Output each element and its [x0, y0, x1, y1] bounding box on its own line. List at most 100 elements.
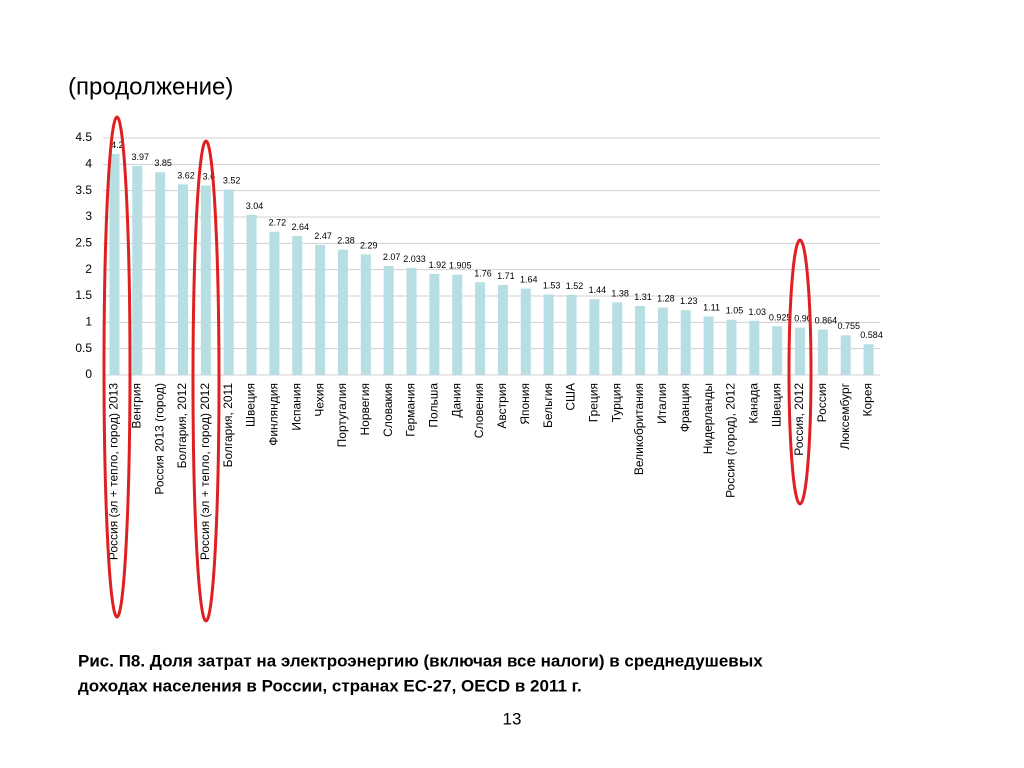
x-tick-label: Турция: [609, 383, 623, 422]
bar: [200, 185, 211, 375]
value-label: 2.47: [314, 231, 332, 241]
value-label: 2.72: [269, 218, 287, 228]
y-tick-label: 1.5: [75, 288, 92, 302]
y-tick-label: 2.5: [75, 236, 92, 250]
value-label: 0.864: [815, 315, 838, 325]
value-label: 1.03: [749, 307, 767, 317]
x-tick-label: Норвегия: [358, 383, 372, 436]
value-label: 0.90: [794, 314, 812, 324]
x-tick-label: Дания: [449, 383, 463, 418]
bar: [543, 294, 554, 375]
x-tick-label: Италия: [655, 383, 669, 424]
value-label: 2.64: [291, 222, 309, 232]
x-tick-label: Россия (город), 2012: [724, 383, 738, 498]
x-tick-label: Финляндия: [267, 383, 281, 446]
x-tick-label: Корея: [861, 383, 875, 417]
value-label: 1.53: [543, 280, 561, 290]
bar: [475, 282, 486, 375]
y-tick-label: 0.5: [75, 341, 92, 355]
y-tick-label: 0: [85, 367, 92, 381]
bar: [223, 189, 234, 375]
bar: [269, 231, 280, 375]
value-label: 2.033: [403, 254, 426, 264]
bar: [109, 153, 120, 375]
x-tick-label: Словения: [472, 383, 486, 438]
x-tick-label: Португалия: [335, 383, 349, 447]
value-label: 1.92: [429, 260, 447, 270]
x-tick-label: Бельгия: [541, 383, 555, 428]
bar: [246, 214, 257, 375]
value-label: 1.11: [703, 303, 720, 313]
value-label: 3.04: [246, 201, 264, 211]
bar: [657, 307, 668, 375]
bar: [429, 273, 440, 375]
bar: [520, 288, 531, 375]
value-label: 1.71: [497, 271, 515, 281]
x-tick-label: Венгрия: [129, 383, 143, 429]
value-label: 1.64: [520, 275, 538, 285]
bar: [566, 294, 577, 375]
value-label: 1.76: [474, 268, 492, 278]
value-label: 0.584: [860, 330, 883, 340]
bar: [840, 335, 851, 375]
bar: [612, 302, 623, 375]
x-tick-label: Швеция: [244, 383, 258, 427]
value-label: 1.23: [680, 296, 698, 306]
x-tick-label: Польша: [427, 383, 441, 428]
x-tick-label: Чехия: [312, 383, 326, 417]
y-tick-label: 4: [85, 157, 92, 171]
value-label: 1.31: [634, 292, 652, 302]
value-label: 0.925: [769, 312, 792, 322]
x-tick-label: Великобритания: [632, 383, 646, 475]
value-label: 1.28: [657, 294, 675, 304]
bar: [383, 265, 394, 375]
x-tick-label: США: [564, 383, 578, 411]
value-label: 3.62: [177, 170, 195, 180]
value-label: 3.85: [154, 158, 172, 168]
x-tick-label: Россия: [815, 383, 829, 422]
highlight-ellipse: [191, 139, 221, 623]
slide-title: (продолжение): [68, 73, 233, 100]
bar: [497, 284, 508, 375]
x-tick-label: Словакия: [381, 383, 395, 437]
x-tick-label: Болгария, 2011: [221, 383, 235, 468]
x-tick-label: Нидерланды: [701, 383, 715, 454]
value-label: 0.755: [837, 321, 860, 331]
x-tick-label: Швеция: [769, 383, 783, 427]
value-label: 2.07: [383, 252, 401, 262]
bar: [360, 254, 371, 375]
bar: [452, 274, 463, 375]
bar: [795, 327, 806, 375]
bar: [680, 310, 691, 375]
y-tick-label: 2: [85, 262, 92, 276]
bar: [772, 326, 783, 375]
caption-line: доходах населения в России, странах ЕС-2…: [78, 676, 582, 695]
bar: [703, 316, 714, 375]
x-tick-label: Франция: [678, 383, 692, 432]
value-label: 3.97: [132, 152, 150, 162]
value-label: 4.2: [111, 140, 124, 150]
x-tick-label: Канада: [746, 383, 760, 424]
value-label: 1.44: [589, 285, 607, 295]
bar: [635, 306, 646, 375]
caption-line: Рис. П8. Доля затрат на электроэнергию (…: [78, 651, 763, 670]
x-tick-label: Болгария, 2012: [175, 383, 189, 469]
x-tick-label: Испания: [289, 383, 303, 431]
bar: [726, 319, 737, 375]
bar: [863, 344, 874, 375]
bar: [155, 172, 166, 375]
bar: [406, 267, 417, 375]
bar: [589, 299, 600, 375]
bar: [132, 165, 143, 375]
bar: [817, 329, 828, 375]
y-tick-label: 4.5: [75, 130, 92, 144]
value-label: 3.52: [223, 176, 241, 186]
y-tick-label: 3: [85, 209, 92, 223]
y-tick-label: 3.5: [75, 183, 92, 197]
x-tick-label: Россия, 2012: [792, 383, 806, 456]
value-label: 1.905: [449, 261, 472, 271]
bar: [749, 320, 760, 375]
highlight-ellipse: [787, 238, 813, 506]
